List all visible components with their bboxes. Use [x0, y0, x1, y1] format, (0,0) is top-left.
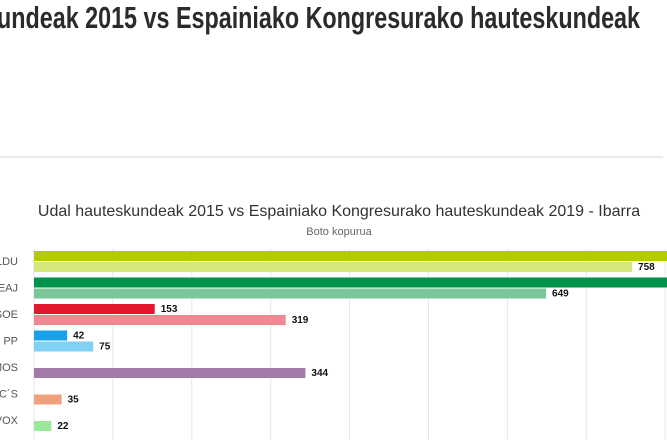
chart-subtitle: Boto kopurua [306, 226, 372, 238]
y-tick-label: MOS [0, 362, 18, 374]
chart-title: Udal hauteskundeak 2015 vs Espainiako Ko… [38, 203, 640, 220]
bar [34, 368, 306, 378]
value-label: 42 [73, 331, 85, 342]
bar [34, 262, 633, 272]
y-tick-label: LDU [0, 256, 18, 268]
bar [34, 421, 52, 431]
y-tick-label: EAJ [0, 282, 18, 294]
bar [34, 315, 286, 325]
bar [34, 304, 155, 314]
value-label: 758 [638, 262, 655, 273]
value-label: 75 [99, 342, 111, 353]
bar [34, 277, 667, 288]
value-label: 344 [311, 368, 328, 379]
y-tick-label: SOE [0, 309, 18, 321]
value-label: 319 [292, 315, 309, 326]
y-tick-label: PP [3, 335, 18, 347]
y-tick-label: C´S [0, 388, 18, 400]
bar [34, 251, 667, 261]
bar [34, 341, 94, 352]
y-tick-label: VOX [0, 415, 19, 427]
value-label: 22 [57, 421, 69, 432]
page-heading: undeak 2015 vs Espainiako Kongresurako h… [0, 0, 641, 35]
bar [34, 288, 547, 299]
value-label: 35 [68, 395, 80, 406]
value-label: 649 [552, 289, 569, 300]
value-label: 153 [161, 304, 178, 315]
bar [34, 394, 62, 405]
bar [34, 330, 68, 341]
